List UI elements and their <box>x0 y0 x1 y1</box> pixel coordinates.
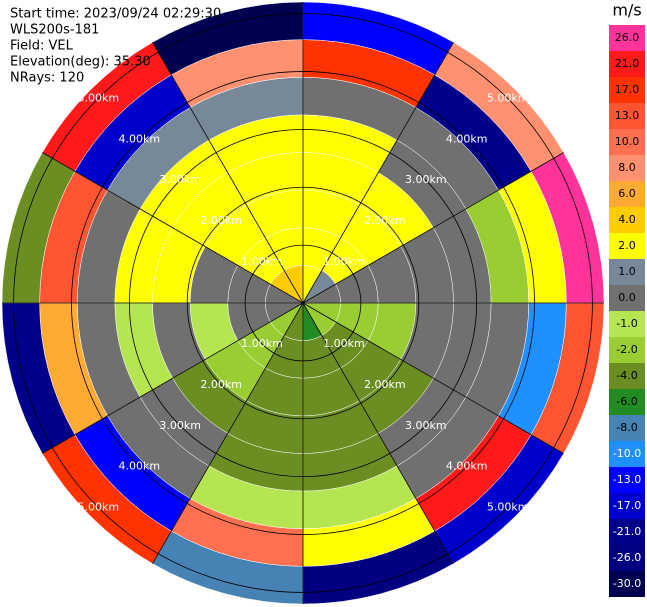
colorbar-segment <box>609 285 645 311</box>
range-ring <box>71 71 535 535</box>
colorbar-segment <box>609 233 645 259</box>
radial-line <box>302 42 454 304</box>
colorbar-segment <box>609 467 645 493</box>
info-line: Elevation(deg): 35.30 <box>10 55 151 70</box>
colorbar-label: 0.0 <box>618 291 636 304</box>
info-line: WLS200s-181 <box>10 23 99 38</box>
colorbar-label: -13.0 <box>613 473 641 486</box>
radial-line <box>302 302 454 564</box>
colorbar-segment <box>609 571 645 597</box>
colorbar-label: -30.0 <box>613 577 641 590</box>
range-label: 4.00km <box>118 132 160 145</box>
colorbar-segment <box>609 545 645 571</box>
grid: 1.00km 1.00km 1.00km 1.00km 2.00km 2.00km 2.00… <box>2 2 604 604</box>
range-label: 3.00km <box>159 419 201 432</box>
range-label: 2.00km <box>364 378 406 391</box>
range-label: 5.00km <box>78 91 120 104</box>
colorbar-segment <box>609 103 645 129</box>
colorbar-label: 2.0 <box>618 239 636 252</box>
colorbar-label: -4.0 <box>616 369 637 382</box>
colorbar-segment <box>609 129 645 155</box>
colorbar-segment <box>609 259 645 285</box>
range-label: 1.00km <box>241 255 283 268</box>
colorbar-segment <box>609 441 645 467</box>
colorbar-label: 1.0 <box>618 265 636 278</box>
info-line: NRays: 120 <box>10 71 84 86</box>
plot-area <box>1 1 605 605</box>
colorbar-segment <box>609 337 645 363</box>
colorbar-segment <box>609 77 645 103</box>
colorbar-label: 17.0 <box>615 83 640 96</box>
colorbar-label: 8.0 <box>618 161 636 174</box>
colorbar-unit: m/s <box>612 1 641 20</box>
colorbar-segment <box>609 519 645 545</box>
range-ring <box>128 128 478 478</box>
radial-line <box>152 302 304 564</box>
radial-line <box>302 152 564 304</box>
colorbar-label: -1.0 <box>616 317 637 330</box>
range-label: 1.00km <box>323 255 365 268</box>
info-line: Field: VEL <box>10 39 74 54</box>
range-label: 2.00km <box>200 378 242 391</box>
range-label: 1.00km <box>323 337 365 350</box>
colorbar-segment <box>609 493 645 519</box>
range-ring <box>13 13 593 593</box>
colorbar-label: 13.0 <box>615 109 640 122</box>
range-label: 3.00km <box>405 173 447 186</box>
colorbar: 26.0 21.0 17.0 13.0 10.0 8.0 6.0 4.0 2.0 1.0 0.0 -1… <box>609 25 645 597</box>
colorbar-segment <box>609 389 645 415</box>
radial-line <box>42 302 304 454</box>
range-label: 2.00km <box>364 214 406 227</box>
colorbar-label: -10.0 <box>613 447 641 460</box>
range-label: 4.00km <box>446 132 488 145</box>
range-label: 5.00km <box>487 91 529 104</box>
colorbar-label: 26.0 <box>615 31 640 44</box>
range-label: 3.00km <box>159 173 201 186</box>
colorbar-label: -2.0 <box>616 343 637 356</box>
colorbar-label: -26.0 <box>613 551 641 564</box>
colorbar-label: 21.0 <box>615 57 640 70</box>
colorbar-segment <box>609 155 645 181</box>
colorbar-label: 4.0 <box>618 213 636 226</box>
colorbar-segment <box>609 363 645 389</box>
range-label: 5.00km <box>487 501 529 514</box>
colorbar-segment <box>609 181 645 207</box>
colorbar-segment <box>609 207 645 233</box>
colorbar-label: 6.0 <box>618 187 636 200</box>
range-label: 4.00km <box>118 460 160 473</box>
radial-line <box>152 42 304 304</box>
range-label: 3.00km <box>405 419 447 432</box>
colorbar-label: -17.0 <box>613 499 641 512</box>
colorbar-label: -21.0 <box>613 525 641 538</box>
range-label: 4.00km <box>446 460 488 473</box>
colorbar-label: -6.0 <box>616 395 637 408</box>
range-ring <box>244 244 362 362</box>
range-label: 1.00km <box>241 337 283 350</box>
colorbar-label: -8.0 <box>616 421 637 434</box>
radial-line <box>42 152 304 304</box>
info-block: Start time: 2023/09/24 02:29:30WLS200s-1… <box>10 7 221 86</box>
colorbar-segment <box>609 311 645 337</box>
colorbar-segment <box>609 415 645 441</box>
range-label: 5.00km <box>78 501 120 514</box>
colorbar-segment <box>609 51 645 77</box>
radial-line <box>302 302 564 454</box>
range-ring <box>186 186 420 420</box>
colorbar-segment <box>609 25 645 51</box>
info-line: Start time: 2023/09/24 02:29:30 <box>10 7 221 22</box>
range-label: 2.00km <box>200 214 242 227</box>
colorbar-label: 10.0 <box>615 135 640 148</box>
